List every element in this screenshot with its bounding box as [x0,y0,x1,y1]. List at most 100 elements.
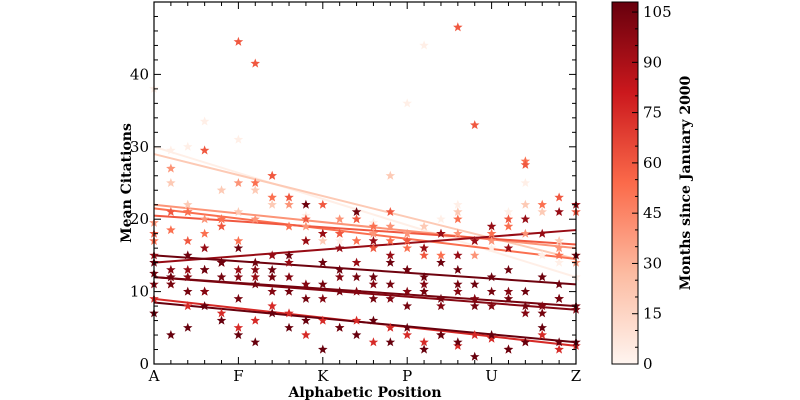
data-point-8-17 [436,293,446,303]
markers [149,22,581,361]
data-point-3-14 [385,235,396,245]
data-point-10-6 [250,337,260,347]
data-point-6-18 [453,250,463,260]
data-point-2-8 [284,199,294,209]
data-point-2-19 [486,235,497,245]
data-point-2-11 [334,214,345,224]
data-point-6-19 [470,235,480,245]
fit-line-3 [153,207,577,261]
data-point-4-9 [301,214,311,224]
fit-line-4 [153,214,577,246]
fit-line-10 [153,301,577,344]
data-point-1-4 [250,185,260,195]
data-point-0-15 [520,178,531,187]
data-point-10-13 [368,315,379,325]
data-point-10-3 [199,301,210,311]
data-point-5-12 [351,315,362,325]
data-point-2-15 [402,228,412,238]
data-point-5-2 [183,301,193,311]
data-point-10-17 [436,330,446,340]
data-point-4-13 [368,243,379,253]
data-point-8-20 [486,286,497,296]
data-point-4-8 [284,192,294,202]
data-point-8-2 [183,286,193,296]
data-point-4-4 [216,221,227,231]
data-point-3-1 [166,225,176,235]
data-point-5-23 [537,330,547,340]
data-point-7-18 [453,286,463,296]
x-tick-label: F [233,367,243,385]
data-point-1-16 [537,207,547,216]
data-point-9-1 [166,272,176,282]
x-tick-label: A [148,367,160,385]
data-point-3-19 [486,228,497,238]
data-point-6-12 [351,257,362,267]
data-point-8-7 [267,272,277,282]
data-point-2-5 [233,178,244,187]
fit-line-0 [153,145,577,279]
data-point-9-13 [368,272,379,282]
data-point-6-3 [199,243,210,253]
fit-line-6 [153,229,577,264]
data-point-8-4 [216,272,227,282]
data-point-5-20 [486,333,497,343]
data-point-3-5 [233,235,244,245]
data-point-7-2 [183,272,193,282]
data-point-4-19 [470,120,480,130]
data-point-9-8 [284,250,294,260]
data-point-2-21 [554,243,564,253]
y-axis-title: Mean Citations [119,123,135,243]
data-point-10-5 [233,330,244,340]
data-point-8-22 [520,301,531,311]
data-point-2-20 [520,228,531,238]
data-point-8-19 [470,301,480,311]
fit-line-2 [153,203,577,250]
data-point-7-6 [250,264,260,274]
data-point-9-12 [351,207,362,216]
y-tick-label: 0 [139,355,149,373]
x-tick-label: U [485,367,498,385]
data-point-9-18 [453,264,463,274]
data-point-3-2 [183,207,193,216]
data-point-3-8 [284,221,294,231]
data-point-7-1 [166,264,176,274]
data-point-3-13 [368,221,379,231]
data-point-7-3 [199,286,210,296]
data-point-3-4 [216,214,227,224]
data-point-10-10 [318,344,328,354]
colorbar-tick-label: 0 [643,355,653,373]
data-point-8-23 [537,308,547,318]
colorbar-tick-label: 105 [643,3,672,21]
data-point-6-6 [250,272,260,282]
data-point-1-10 [419,221,429,231]
data-point-0-14 [503,207,514,216]
data-point-3-12 [351,235,362,245]
colorbar-tick-label: 75 [643,104,662,122]
data-point-7-7 [267,286,277,296]
data-point-7-9 [301,279,311,289]
data-point-7-8 [284,272,294,282]
data-point-8-21 [503,293,514,303]
data-point-1-15 [520,199,531,209]
data-point-9-6 [250,257,260,267]
data-point-10-24 [554,337,564,347]
data-point-6-17 [436,228,446,238]
data-point-6-22 [520,214,531,224]
data-point-5-24 [554,344,564,354]
fit-lines [153,145,577,347]
data-point-4-14 [385,207,396,216]
data-point-3-16 [436,250,446,260]
data-point-10-14 [385,337,396,347]
data-point-4-18 [453,22,463,32]
data-point-6-10 [318,228,328,238]
x-axis-title: Alphabetic Position [287,385,441,400]
data-point-5-6 [250,315,260,325]
data-point-0-12 [453,199,463,209]
data-point-1-3 [233,207,244,216]
data-point-4-20 [503,214,514,224]
data-point-9-24 [554,279,564,289]
data-point-4-6 [250,58,260,68]
data-point-10-20 [486,330,497,340]
colorbar-gradient [611,1,639,365]
